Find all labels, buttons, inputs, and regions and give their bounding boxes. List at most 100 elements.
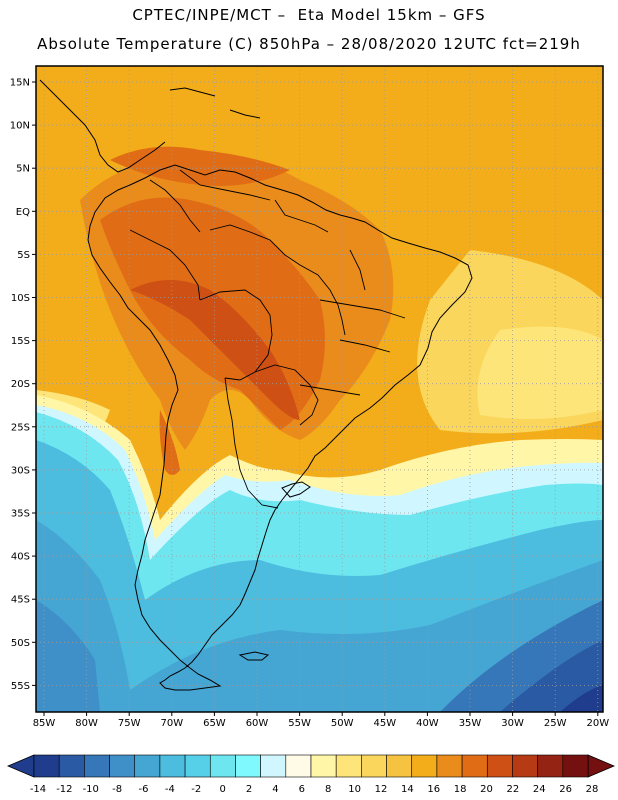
lat-label: 15N [10, 78, 30, 89]
lat-label: 15S [11, 336, 30, 347]
colorbar-swatch [436, 754, 463, 778]
lat-label: 10S [11, 293, 30, 304]
lat-label: 5S [17, 250, 30, 261]
country-borders [129, 169, 406, 509]
colorbar-swatch [84, 754, 110, 778]
border-venezuela [179, 169, 271, 201]
colorbar-swatch [386, 754, 413, 778]
colorbar-label: 4 [272, 784, 278, 795]
colorbar-swatch [361, 754, 387, 778]
colorbar-label: 2 [246, 784, 252, 795]
colorbar-label: 22 [506, 784, 519, 795]
colorbar-high-arrow [587, 754, 616, 778]
colorbar-swatch [134, 754, 161, 778]
map-frame [35, 65, 604, 713]
field-atlantic-cool [477, 326, 603, 419]
lat-label: 30S [11, 465, 30, 476]
colorbar-label: 14 [401, 784, 414, 795]
colorbar-label: -2 [191, 784, 201, 795]
colorbar-swatch [58, 754, 85, 778]
colorbar-label: -6 [139, 784, 149, 795]
lon-label: 40W [416, 718, 439, 729]
title-line-2: Absolute Temperature (C) 850hPa – 28/08/… [37, 35, 581, 53]
colorbar-swatch [260, 754, 287, 778]
border-bolivia [199, 289, 273, 381]
colorbar-swatch [411, 754, 438, 778]
colorbar-swatch [562, 754, 589, 778]
field-cold-4 [36, 600, 100, 712]
lon-label: 25W [544, 718, 567, 729]
colorbar-label: 26 [559, 784, 572, 795]
colorbar-label: 8 [325, 784, 331, 795]
border-peru [129, 229, 201, 301]
north-coast [39, 79, 166, 173]
lon-label: 65W [203, 718, 226, 729]
colorbar-label: -12 [56, 784, 72, 795]
lat-label: 35S [11, 509, 30, 520]
colorbar-low-arrow [6, 754, 35, 778]
colorbar [6, 754, 616, 778]
border-brazil-west [209, 224, 346, 336]
lat-label: 25S [11, 422, 30, 433]
colorbar-label: 10 [348, 784, 361, 795]
lon-label: 45W [373, 718, 396, 729]
lat-label: 45S [11, 595, 30, 606]
lat-label: 50S [11, 638, 30, 649]
colorbar-label: 24 [533, 784, 546, 795]
latitude-labels: 15N 10N 5N EQ 5S 10S 15S 20S 25S 30S 35S 40S 45S 50S 5… [10, 78, 36, 692]
colorbar-label: -8 [112, 784, 122, 795]
colorbar-label: 6 [299, 784, 305, 795]
colorbar-swatch [109, 754, 136, 778]
lat-label: 55S [11, 681, 30, 692]
lon-label: 55W [288, 718, 311, 729]
colorbar-swatch [285, 754, 312, 778]
lon-label: 20W [586, 718, 609, 729]
lon-label: 70W [160, 718, 183, 729]
colorbar-swatch [209, 754, 236, 778]
lon-label: 60W [246, 718, 269, 729]
colorbar-swatch [537, 754, 564, 778]
lon-label: 50W [331, 718, 354, 729]
border-paraguay [254, 364, 319, 426]
lat-label: EQ [16, 207, 30, 218]
lon-label: 85W [33, 718, 56, 729]
lon-label: 30W [501, 718, 524, 729]
colorbar-label: 18 [454, 784, 467, 795]
lat-label: 5N [16, 164, 30, 175]
colorbar-label: -10 [83, 784, 99, 795]
colorbar-swatch [335, 754, 362, 778]
lat-label: 10N [10, 121, 30, 132]
coastlines [39, 79, 473, 691]
colorbar-swatch [159, 754, 186, 778]
caribbean-islands [169, 87, 261, 119]
field-cold-6 [500, 640, 603, 712]
colorbar-swatch [461, 754, 488, 778]
title-line-1: CPTEC/INPE/MCT – Eta Model 15km – GFS [132, 6, 486, 24]
colorbar-swatch [486, 754, 513, 778]
longitude-labels: 85W 80W 75W 70W 65W 60W 55W 50W 45W 40W 35W 30W 25W 2… [33, 712, 609, 729]
colorbar-labels: -14 -12 -10 -8 -6 -4 -2 0 2 4 6 8 10 12 14 16 18 20 22 24 26… [30, 784, 599, 795]
uruguay-lagoon [281, 481, 311, 498]
field-hot-2 [130, 280, 300, 420]
lon-label: 75W [118, 718, 141, 729]
colorbar-label: -4 [165, 784, 175, 795]
graticule [36, 66, 603, 712]
colorbar-swatch [310, 754, 337, 778]
field-cold-7 [560, 685, 603, 712]
colorbar-swatch [512, 754, 538, 778]
lat-label: 20S [11, 379, 30, 390]
colorbar-label: 28 [586, 784, 599, 795]
colorbar-label: 20 [480, 784, 493, 795]
colorbar-swatch [235, 754, 261, 778]
colorbar-label: 0 [219, 784, 225, 795]
colorbar-label: -14 [30, 784, 46, 795]
lat-label: 40S [11, 552, 30, 563]
border-guianas [274, 199, 329, 233]
border-argentina [224, 377, 279, 509]
field-cold-3 [36, 520, 603, 712]
temperature-field [36, 66, 603, 712]
falklands [238, 651, 270, 661]
border-brazil-states [299, 249, 406, 396]
lon-label: 80W [75, 718, 98, 729]
